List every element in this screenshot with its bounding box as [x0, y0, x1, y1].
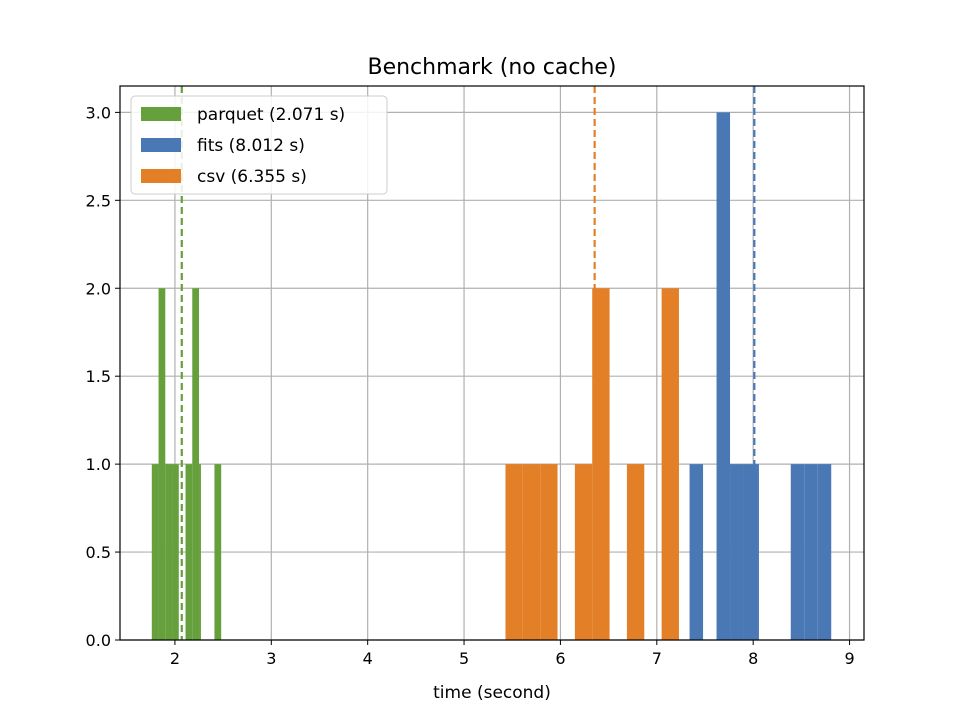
histogram-bar	[730, 464, 744, 640]
chart-title: Benchmark (no cache)	[367, 55, 616, 80]
x-tick-label: 3	[266, 649, 276, 668]
x-tick-label: 5	[459, 649, 469, 668]
histogram-bar	[804, 464, 818, 640]
y-tick-label: 1.0	[86, 455, 111, 474]
histogram-bar	[199, 464, 201, 640]
histogram-bar	[790, 464, 805, 640]
legend-label: parquet (2.071 s)	[197, 105, 345, 125]
histogram-bar	[757, 464, 759, 640]
x-tick-label: 8	[748, 649, 758, 668]
legend-swatch	[141, 107, 181, 121]
x-tick-label: 6	[555, 649, 565, 668]
y-tick-label: 2.0	[86, 279, 111, 298]
histogram-bar	[185, 464, 193, 640]
bars-layer	[151, 112, 832, 640]
legend-swatch	[141, 138, 181, 152]
x-axis-label: time (second)	[433, 683, 551, 703]
y-tick-label: 1.5	[86, 367, 111, 386]
histogram-bar	[574, 464, 593, 640]
legend-box	[130, 95, 388, 195]
histogram-bar	[592, 288, 610, 640]
x-tick-label: 4	[363, 649, 373, 668]
y-tick-label: 3.0	[86, 103, 111, 122]
ticks-layer: 2 3 4 5 6 7 8 9 0.0 0.5 1.0 1.5 2.0 2.5 3.0	[86, 103, 855, 668]
histogram-bar	[165, 464, 173, 640]
histogram-bar	[540, 464, 558, 640]
histogram-bar	[522, 464, 541, 640]
histogram-bar	[626, 464, 645, 640]
axes-frame	[119, 85, 865, 641]
y-tick-label: 0.5	[86, 543, 111, 562]
histogram-bar	[158, 288, 166, 640]
histogram-bar	[661, 288, 679, 640]
legend-label: fits (8.012 s)	[197, 136, 305, 156]
legend-label: csv (6.355 s)	[197, 167, 307, 187]
histogram-bar	[172, 464, 179, 640]
histogram-bar	[817, 464, 832, 640]
histogram-bar	[151, 464, 159, 640]
histogram-bar	[192, 288, 200, 640]
legend: parquet (2.071 s) fits (8.012 s) csv (6.35…	[130, 95, 388, 195]
x-tick-label: 2	[170, 649, 180, 668]
y-tick-label: 2.5	[86, 191, 111, 210]
x-tick-label: 9	[844, 649, 854, 668]
histogram-bar	[689, 464, 704, 640]
histogram-bar	[716, 112, 731, 640]
histogram-bar	[505, 464, 523, 640]
x-tick-label: 7	[652, 649, 662, 668]
y-tick-label: 0.0	[86, 631, 111, 650]
histogram-bar	[214, 464, 222, 640]
legend-swatch	[141, 169, 181, 183]
